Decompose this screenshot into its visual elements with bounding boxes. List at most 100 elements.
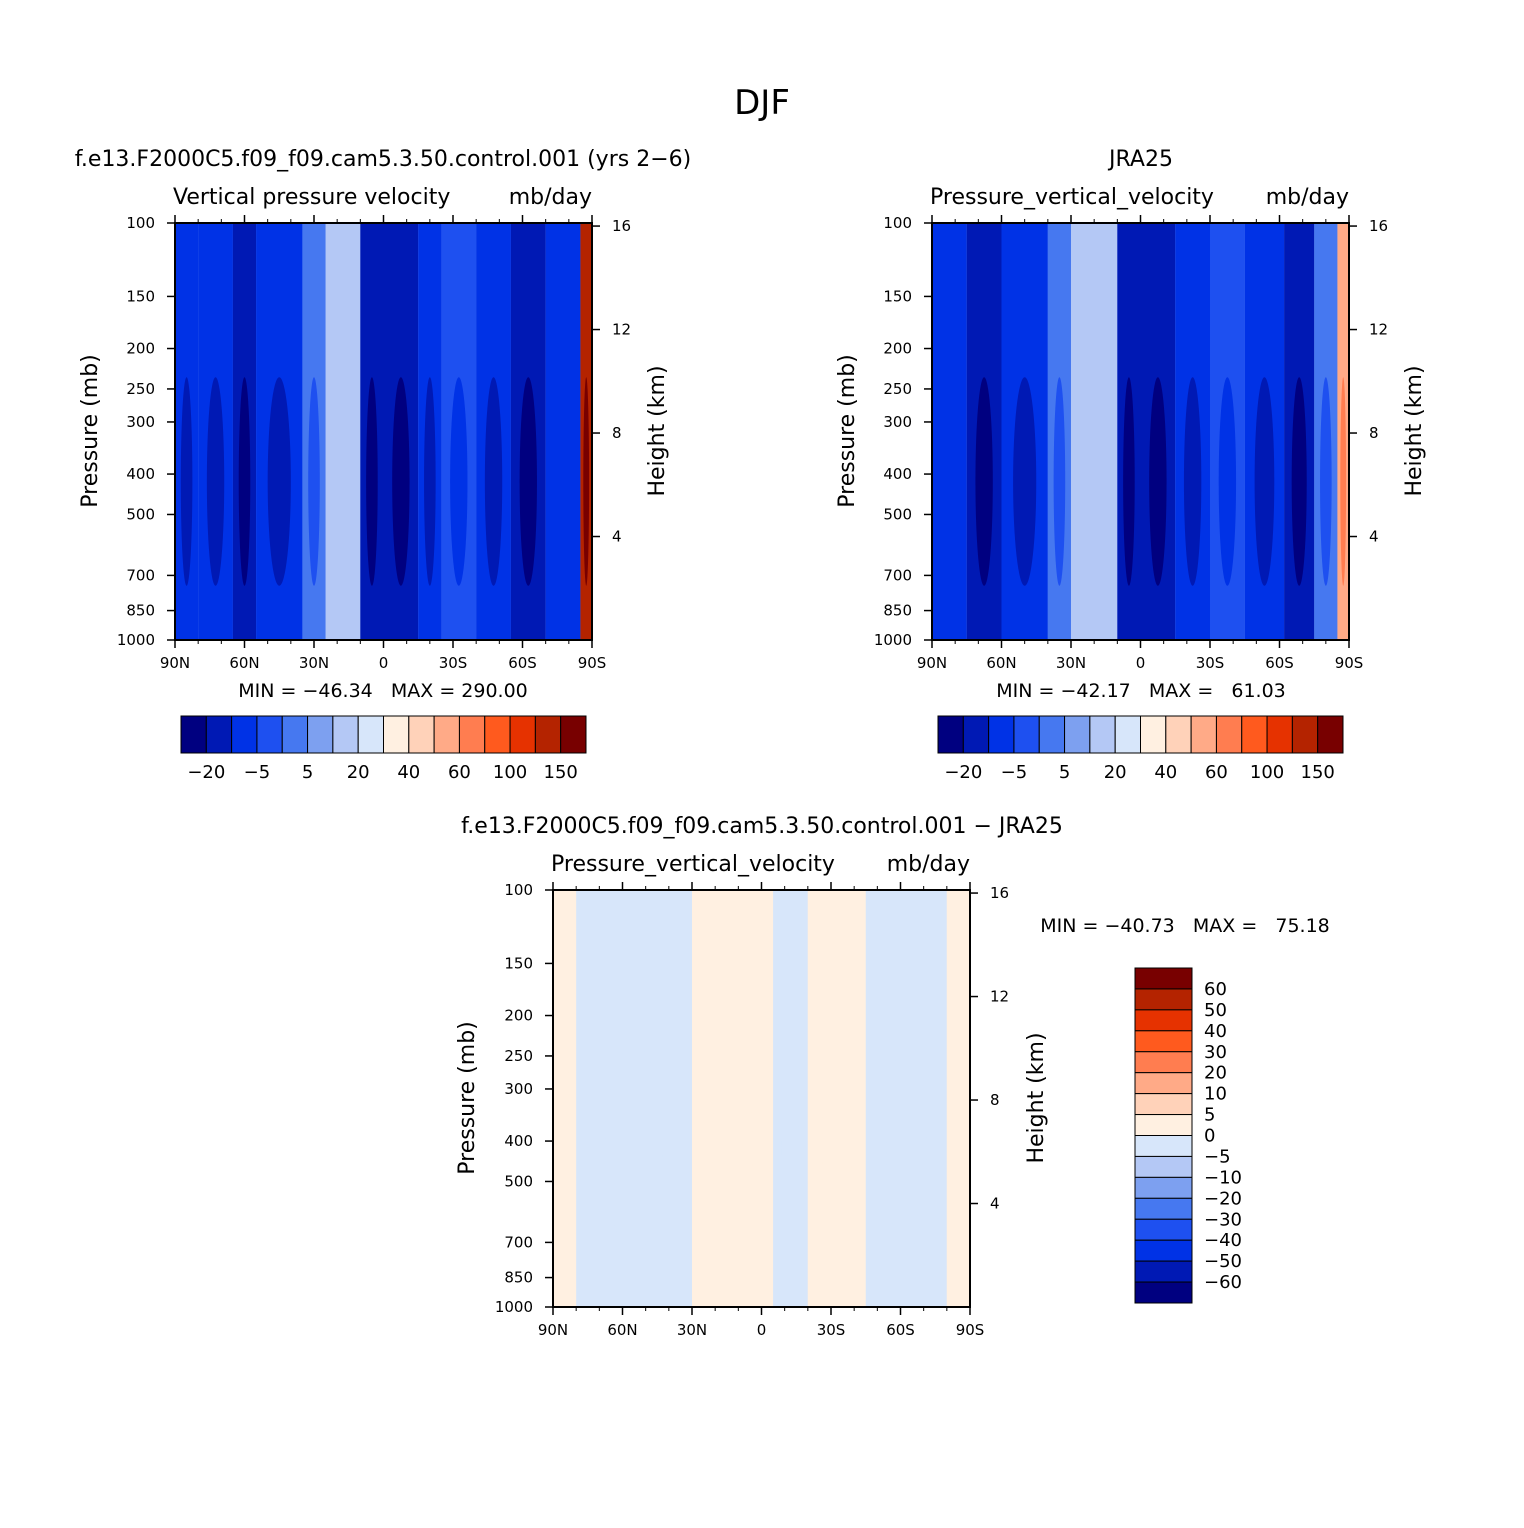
colorbar-label: −10 [1204, 1167, 1242, 1188]
band-lobe-4 [308, 377, 320, 586]
colorbar-box [1134, 1051, 1193, 1074]
panel-diff-plot: 90N 60N 30N 0 30S 60S 90S 100 150 200 250 300 400 500… [495, 881, 1009, 1339]
band-lobe-5 [334, 377, 352, 586]
colorbar-box [1134, 988, 1193, 1011]
y2-tick-label: 16 [1369, 217, 1388, 235]
y-tick-label: 150 [504, 954, 533, 972]
x-tick-label: 0 [757, 1321, 767, 1339]
colorbar-label: 60 [1205, 762, 1228, 783]
band-lobe-13 [583, 377, 590, 586]
y2-tick-label: 4 [1369, 528, 1379, 546]
colorbar-box [383, 715, 410, 754]
x-tick-label: 60N [986, 654, 1016, 672]
colorbar-box [332, 715, 359, 754]
colorbar-label: −40 [1204, 1230, 1242, 1251]
colorbar-label: 5 [1204, 1105, 1215, 1126]
colorbar-box [433, 715, 460, 754]
colorbar-label: 60 [1204, 979, 1227, 1000]
colorbar-label: 10 [1204, 1084, 1227, 1105]
y2-tick-label: 12 [1369, 321, 1388, 339]
colorbar-label: −20 [944, 762, 982, 783]
band-lobe-0 [558, 1044, 571, 1253]
colorbar-label: −5 [1001, 762, 1028, 783]
y-tick-label: 1000 [874, 631, 912, 649]
colorbar-label: 40 [397, 762, 420, 783]
band-lobe-2 [712, 1044, 753, 1253]
band-lobe-1 [206, 377, 225, 586]
y2-tick-label: 8 [1369, 424, 1379, 442]
colorbar-box [1134, 967, 1193, 990]
band-lobe-9 [450, 377, 468, 586]
y-tick-label: 300 [504, 1080, 533, 1098]
colorbar-box [1266, 715, 1293, 754]
colorbar-label: 40 [1204, 1021, 1227, 1042]
band-lobe-6 [952, 1044, 965, 1253]
panel-obs-units: mb/day [1266, 185, 1349, 210]
colorbar-box [937, 715, 964, 754]
colorbar-label: 100 [493, 762, 527, 783]
y-tick-label: 250 [883, 380, 912, 398]
colorbar-label: −50 [1204, 1251, 1242, 1272]
colorbar-box [1064, 715, 1091, 754]
y-tick-label: 300 [883, 413, 912, 431]
y-tick-label: 200 [126, 340, 155, 358]
panel-diff-title: f.e13.F2000C5.f09_f09.cam5.3.50.control.… [461, 814, 1063, 839]
colorbar-box [1134, 1009, 1193, 1032]
colorbar-label: 40 [1154, 762, 1177, 783]
band-lobe-12 [554, 377, 572, 586]
figure-title: DJF [734, 83, 790, 123]
panel-obs-colorbar: −20 −5 5 20 40 60 100 150 [937, 715, 1344, 783]
colorbar-box [1134, 1093, 1193, 1116]
x-tick-label: 60N [607, 1321, 637, 1339]
colorbar-box [231, 715, 258, 754]
colorbar-box [357, 715, 384, 754]
x-tick-label: 90S [1335, 654, 1364, 672]
colorbar-label: −5 [1204, 1146, 1231, 1167]
colorbar-box [1134, 1260, 1193, 1283]
x-tick-label: 60S [508, 654, 537, 672]
x-tick-label: 90N [160, 654, 190, 672]
colorbar-label: 100 [1250, 762, 1284, 783]
band-lobe-6 [366, 377, 378, 586]
y-tick-label: 400 [126, 465, 155, 483]
y-tick-label: 100 [883, 214, 912, 232]
panel-obs-stats: MIN = −42.17 MAX = 61.03 [996, 680, 1286, 702]
colorbar-label: 20 [347, 762, 370, 783]
panel-model-y2label: Height (km) [645, 365, 670, 496]
y2-tick-label: 4 [990, 1195, 1000, 1213]
y-tick-label: 400 [883, 465, 912, 483]
x-tick-label: 0 [1136, 654, 1146, 672]
x-tick-label: 90S [956, 1321, 985, 1339]
band-lobe-7 [392, 377, 410, 586]
panel-obs-plot: 90N 60N 30N 0 30S 60S 90S 100 150 200 250 300 400 500… [874, 214, 1388, 672]
y2-tick-label: 16 [990, 884, 1009, 902]
x-tick-label: 60N [229, 654, 259, 672]
x-tick-label: 30S [439, 654, 468, 672]
panel-diff-stats: MIN = −40.73 MAX = 75.18 [1040, 915, 1330, 937]
colorbar-box [1134, 1135, 1193, 1157]
colorbar-box [1134, 1176, 1193, 1199]
colorbar-box [1013, 715, 1040, 754]
colorbar-box [1134, 1072, 1193, 1095]
y-tick-label: 150 [883, 287, 912, 305]
colorbar-box [1134, 1239, 1193, 1262]
band-lobe-2 [1013, 377, 1037, 586]
colorbar-box [1038, 715, 1066, 754]
panel-obs-y2label: Height (km) [1402, 365, 1427, 496]
y-tick-label: 400 [504, 1132, 533, 1150]
y2-tick-label: 4 [612, 528, 622, 546]
colorbar-box [1190, 715, 1217, 754]
band-lobe-0 [180, 377, 193, 586]
colorbar-label: 30 [1204, 1042, 1227, 1063]
colorbar-label: −5 [244, 762, 271, 783]
panel-model-stats: MIN = −46.34 MAX = 290.00 [238, 680, 528, 702]
y-tick-label: 250 [126, 380, 155, 398]
colorbar-box [1291, 715, 1319, 754]
y-tick-label: 500 [883, 505, 912, 523]
colorbar-box [1114, 715, 1141, 754]
band-lobe-4 [822, 1044, 852, 1253]
colorbar-label: −60 [1204, 1272, 1242, 1293]
x-tick-label: 90N [538, 1321, 568, 1339]
colorbar-box [1165, 715, 1192, 754]
